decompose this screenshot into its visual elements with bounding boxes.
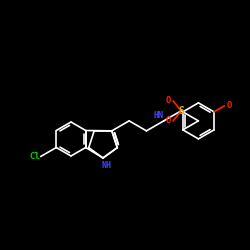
Text: O: O bbox=[227, 101, 232, 110]
Text: HN: HN bbox=[154, 111, 164, 120]
Text: Cl: Cl bbox=[29, 152, 40, 161]
Text: O: O bbox=[166, 96, 171, 105]
Text: S: S bbox=[178, 106, 184, 116]
Text: NH: NH bbox=[102, 160, 112, 170]
Text: O: O bbox=[166, 116, 171, 125]
